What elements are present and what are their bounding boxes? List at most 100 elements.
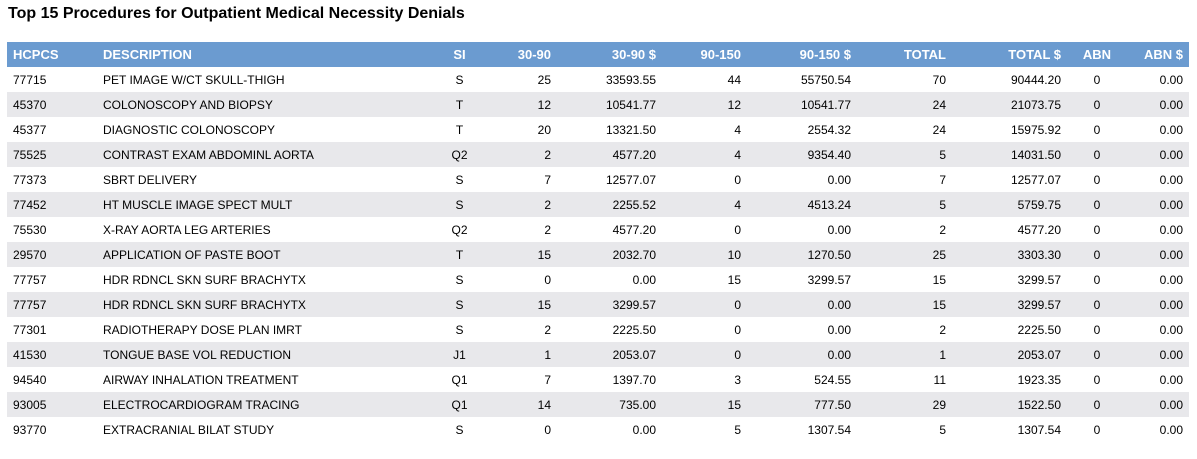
- count-90-150-cell: 4: [734, 122, 741, 137]
- table-row: 77757 HDR RDNCL SKN SURF BRACHYTX S 15 3299.…: [7, 292, 1189, 317]
- amount-30-90-cell: 735.00: [619, 397, 656, 412]
- abn-count-cell: 0: [1093, 272, 1101, 287]
- hcpcs-cell: 77452: [13, 197, 47, 212]
- amount-90-150-cell: 4513.24: [807, 197, 851, 212]
- count-30-90-cell: 20: [537, 122, 551, 137]
- table-row: 77373 SBRT DELIVERY S 7 12577.07 0 0.00 7 12577.…: [7, 167, 1189, 192]
- total-count-cell: 25: [932, 247, 946, 262]
- si-cell: S: [455, 322, 464, 337]
- description-cell: HDR RDNCL SKN SURF BRACHYTX: [103, 297, 306, 312]
- hcpcs-cell: 93770: [13, 422, 47, 437]
- count-30-90-cell: 12: [537, 97, 551, 112]
- count-90-150-cell: 4: [734, 147, 741, 162]
- description-cell: ELECTROCARDIOGRAM TRACING: [103, 397, 300, 412]
- abn-count-cell: 0: [1093, 72, 1101, 87]
- table-row: 41530 TONGUE BASE VOL REDUCTION J1 1 2053.07…: [7, 342, 1189, 367]
- hcpcs-cell: 77757: [13, 297, 47, 312]
- total-count-cell: 5: [939, 147, 946, 162]
- column-header-si: SI: [453, 47, 466, 62]
- table-row: 75525 CONTRAST EXAM ABDOMINL AORTA Q2 2 4577…: [7, 142, 1189, 167]
- total-count-cell: 24: [932, 97, 946, 112]
- column-header-90-150: 90-150: [700, 47, 741, 62]
- total-amount-cell: 4577.20: [1017, 222, 1061, 237]
- si-cell: S: [455, 72, 464, 87]
- amount-30-90-cell: 2225.50: [612, 322, 656, 337]
- abn-count-cell: 0: [1093, 122, 1101, 137]
- total-amount-cell: 12577.07: [1010, 172, 1061, 187]
- count-30-90-cell: 1: [544, 347, 551, 362]
- count-90-150-cell: 5: [734, 422, 741, 437]
- table-row: 77757 HDR RDNCL SKN SURF BRACHYTX S 0 0.00 15…: [7, 267, 1189, 292]
- si-cell: S: [455, 272, 464, 287]
- table-row: 93005 ELECTROCARDIOGRAM TRACING Q1 14 735.00…: [7, 392, 1189, 417]
- abn-amount-cell: 0.00: [1159, 422, 1183, 437]
- total-count-cell: 1: [939, 347, 946, 362]
- total-amount-cell: 3299.57: [1017, 272, 1061, 287]
- column-header-total: TOTAL: [903, 47, 946, 62]
- abn-amount-cell: 0.00: [1159, 347, 1183, 362]
- count-30-90-cell: 2: [544, 147, 551, 162]
- description-cell: COLONOSCOPY AND BIOPSY: [103, 97, 273, 112]
- abn-amount-cell: 0.00: [1159, 172, 1183, 187]
- abn-count-cell: 0: [1093, 322, 1101, 337]
- abn-amount-cell: 0.00: [1159, 122, 1183, 137]
- amount-90-150-cell: 0.00: [827, 222, 851, 237]
- table-row: 77715 PET IMAGE W/CT SKULL-THIGH S 25 33593.…: [7, 67, 1189, 92]
- column-header-30-90-amount: 30-90 $: [611, 47, 656, 62]
- si-cell: Q1: [451, 372, 468, 387]
- total-amount-cell: 1923.35: [1017, 372, 1061, 387]
- amount-90-150-cell: 0.00: [827, 322, 851, 337]
- si-cell: Q2: [451, 147, 468, 162]
- total-amount-cell: 90444.20: [1010, 72, 1061, 87]
- si-cell: T: [455, 97, 464, 112]
- abn-amount-cell: 0.00: [1159, 322, 1183, 337]
- count-30-90-cell: 15: [537, 297, 551, 312]
- amount-30-90-cell: 1397.70: [612, 372, 656, 387]
- total-count-cell: 24: [932, 122, 946, 137]
- si-cell: S: [455, 297, 464, 312]
- count-30-90-cell: 7: [544, 172, 551, 187]
- abn-amount-cell: 0.00: [1159, 222, 1183, 237]
- total-count-cell: 11: [933, 372, 946, 387]
- abn-amount-cell: 0.00: [1159, 297, 1183, 312]
- amount-90-150-cell: 9354.40: [807, 147, 851, 162]
- hcpcs-cell: 75525: [13, 147, 47, 162]
- si-cell: Q2: [451, 222, 468, 237]
- count-90-150-cell: 0: [734, 172, 741, 187]
- abn-amount-cell: 0.00: [1159, 97, 1183, 112]
- abn-count-cell: 0: [1093, 297, 1101, 312]
- hcpcs-cell: 41530: [13, 347, 47, 362]
- amount-30-90-cell: 2255.52: [612, 197, 656, 212]
- abn-amount-cell: 0.00: [1159, 272, 1183, 287]
- amount-30-90-cell: 2032.70: [612, 247, 656, 262]
- total-count-cell: 70: [932, 72, 946, 87]
- total-count-cell: 5: [939, 197, 946, 212]
- column-header-total-amount: TOTAL $: [1008, 47, 1061, 62]
- description-cell: PET IMAGE W/CT SKULL-THIGH: [103, 72, 285, 87]
- total-count-cell: 2: [939, 222, 946, 237]
- count-30-90-cell: 2: [544, 222, 551, 237]
- count-90-150-cell: 3: [734, 372, 741, 387]
- hcpcs-cell: 45377: [13, 122, 47, 137]
- description-cell: APPLICATION OF PASTE BOOT: [103, 247, 281, 262]
- amount-30-90-cell: 2053.07: [612, 347, 656, 362]
- amount-90-150-cell: 1270.50: [807, 247, 851, 262]
- count-30-90-cell: 0: [544, 422, 551, 437]
- si-cell: J1: [453, 347, 466, 362]
- count-30-90-cell: 14: [537, 397, 551, 412]
- si-cell: S: [455, 172, 464, 187]
- table-row: 94540 AIRWAY INHALATION TREATMENT Q1 7 1397.…: [7, 367, 1189, 392]
- si-cell: S: [455, 422, 464, 437]
- description-cell: HT MUSCLE IMAGE SPECT MULT: [103, 197, 293, 212]
- count-90-150-cell: 0: [734, 222, 741, 237]
- report-title: Top 15 Procedures for Outpatient Medical…: [8, 5, 465, 22]
- amount-90-150-cell: 0.00: [827, 297, 851, 312]
- amount-30-90-cell: 12577.07: [605, 172, 656, 187]
- total-count-cell: 7: [939, 172, 946, 187]
- count-90-150-cell: 10: [727, 247, 741, 262]
- table-body: 77715 PET IMAGE W/CT SKULL-THIGH S 25 33593.…: [7, 67, 1189, 442]
- amount-90-150-cell: 524.55: [814, 372, 851, 387]
- hcpcs-cell: 93005: [13, 397, 47, 412]
- amount-90-150-cell: 55750.54: [800, 72, 851, 87]
- count-90-150-cell: 15: [727, 397, 741, 412]
